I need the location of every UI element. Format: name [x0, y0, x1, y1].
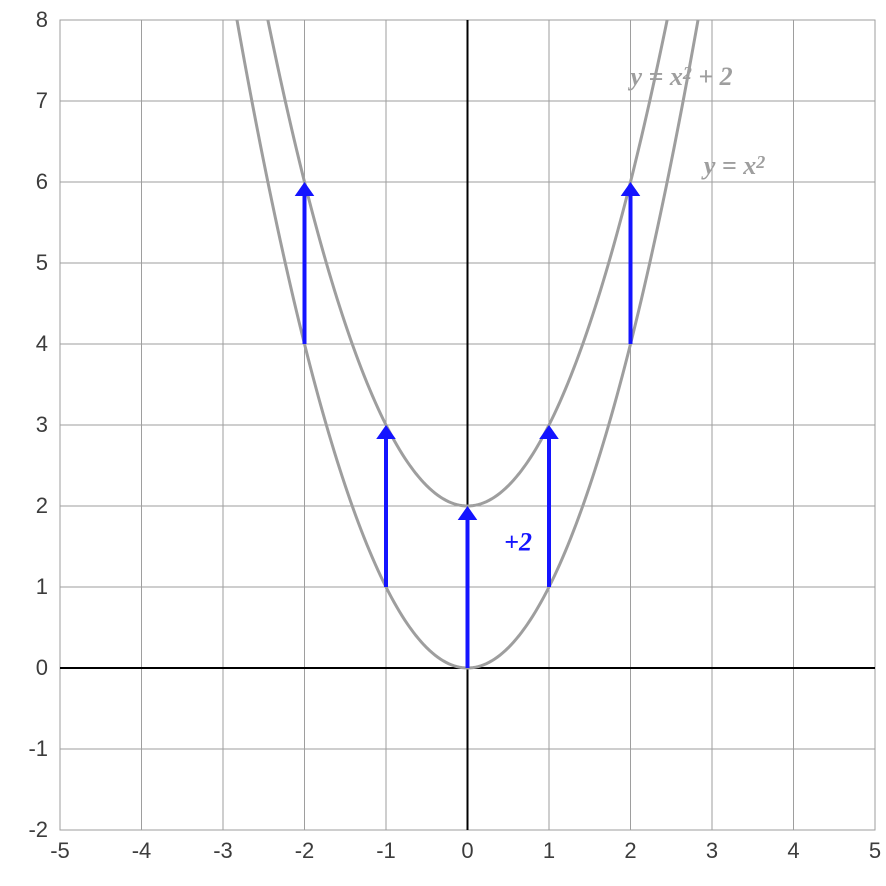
x-tick-labels: -5 -4 -3 -2 -1 0 1 2 3 4 5: [50, 838, 881, 863]
svg-text:-1: -1: [28, 736, 48, 761]
svg-text:3: 3: [36, 412, 48, 437]
svg-text:7: 7: [36, 88, 48, 113]
svg-text:2: 2: [36, 493, 48, 518]
svg-text:1: 1: [543, 838, 555, 863]
curve-label-x2plus2: y = x2 + 2: [628, 62, 733, 91]
svg-text:6: 6: [36, 169, 48, 194]
svg-text:-2: -2: [295, 838, 315, 863]
svg-text:5: 5: [869, 838, 881, 863]
svg-text:4: 4: [36, 331, 48, 356]
svg-text:-2: -2: [28, 817, 48, 842]
shift-label: +2: [504, 528, 532, 557]
y-tick-labels: -2 -1 0 1 2 3 4 5 6 7 8: [28, 7, 48, 842]
svg-text:5: 5: [36, 250, 48, 275]
svg-text:-5: -5: [50, 838, 70, 863]
svg-text:0: 0: [461, 838, 473, 863]
svg-text:4: 4: [787, 838, 799, 863]
svg-text:0: 0: [36, 655, 48, 680]
parabola-shift-chart: -5 -4 -3 -2 -1 0 1 2 3 4 5 -2 -1 0 1 2 3 4 5 6 7 8 y = x2 + …: [0, 0, 886, 886]
svg-text:-3: -3: [213, 838, 233, 863]
svg-text:-1: -1: [376, 838, 396, 863]
svg-text:-4: -4: [132, 838, 152, 863]
svg-text:8: 8: [36, 7, 48, 32]
svg-text:1: 1: [36, 574, 48, 599]
svg-text:3: 3: [706, 838, 718, 863]
curve-label-x2: y = x2: [701, 151, 765, 180]
svg-text:2: 2: [624, 838, 636, 863]
